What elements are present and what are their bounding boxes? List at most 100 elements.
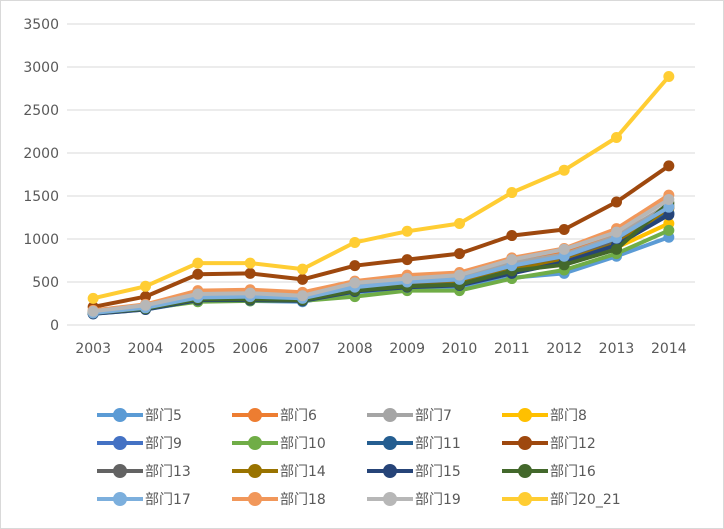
legend-swatch (232, 408, 278, 422)
y-tick-label: 500 (32, 275, 59, 291)
legend-swatch (232, 464, 278, 478)
data-point (454, 218, 465, 230)
data-point (558, 164, 570, 176)
data-point (611, 243, 622, 255)
data-point (192, 268, 204, 280)
legend-item: 部门15 (367, 460, 461, 482)
legend-label: 部门17 (145, 492, 191, 508)
data-point (506, 230, 518, 242)
data-point (87, 292, 99, 304)
x-tick-label: 2012 (546, 341, 582, 357)
legend-item: 部门19 (367, 488, 461, 510)
y-tick-label: 0 (50, 318, 59, 334)
series-部门20_21 (87, 70, 675, 304)
legend-swatch (367, 464, 413, 478)
legend-label: 部门11 (415, 436, 461, 452)
y-tick-label: 2000 (23, 146, 59, 162)
series-line (91, 197, 671, 314)
y-tick-label: 3000 (23, 60, 59, 76)
data-point (192, 288, 204, 300)
legend-item: 部门10 (232, 432, 326, 454)
data-point (558, 243, 570, 255)
y-axis-ticks: 0 500 1000 1500 2000 2500 3000 3500 (23, 17, 59, 334)
data-point (401, 273, 413, 285)
data-point (140, 299, 151, 311)
data-point (244, 267, 256, 279)
legend-item: 部门17 (97, 488, 191, 510)
legend-label: 部门13 (145, 464, 191, 480)
y-tick-label: 1500 (23, 189, 59, 205)
legend-swatch (97, 408, 143, 422)
x-tick-label: 2004 (128, 341, 164, 357)
legend-item: 部门7 (367, 404, 452, 426)
data-point (349, 236, 361, 248)
x-tick-label: 2009 (389, 341, 425, 357)
data-point (558, 224, 570, 236)
legend-swatch (232, 436, 278, 450)
x-tick-label: 2003 (75, 341, 111, 357)
legend-item: 部门6 (232, 404, 317, 426)
data-point (349, 277, 361, 289)
data-point (454, 248, 465, 260)
y-tick-label: 1000 (23, 232, 59, 248)
x-tick-label: 2008 (337, 341, 373, 357)
series-部门12 (87, 160, 675, 313)
legend-item: 部门20_21 (502, 488, 621, 510)
legend-swatch (502, 408, 548, 422)
data-point (140, 280, 151, 292)
legend-item: 部门14 (232, 460, 326, 482)
data-point (611, 196, 622, 208)
data-point (401, 254, 413, 266)
gridlines (67, 23, 695, 326)
legend-label: 部门16 (550, 464, 596, 480)
x-axis-ticks: 2003 2004 2005 2006 2007 2008 2009 2010 2011 2012… (75, 341, 686, 357)
legend-label: 部门5 (145, 408, 182, 424)
legend-label: 部门20_21 (550, 492, 621, 508)
legend-label: 部门7 (415, 408, 452, 424)
legend-item: 部门5 (97, 404, 182, 426)
data-point (663, 193, 675, 205)
legend-label: 部门15 (415, 464, 461, 480)
legend-label: 部门8 (550, 408, 587, 424)
legend-item: 部门16 (502, 460, 596, 482)
series-line (91, 205, 671, 315)
data-point (663, 70, 675, 82)
x-tick-label: 2013 (599, 341, 635, 357)
data-point (140, 291, 151, 303)
data-point (349, 260, 361, 272)
legend-item: 部门18 (232, 488, 326, 510)
data-point (506, 187, 518, 199)
data-point (244, 257, 256, 269)
legend-swatch (502, 492, 548, 506)
y-tick-label: 2500 (23, 103, 59, 119)
data-point (611, 226, 622, 238)
legend-item: 部门13 (97, 460, 191, 482)
data-point (297, 290, 308, 302)
data-point (663, 224, 675, 236)
legend-swatch (367, 408, 413, 422)
series-line (91, 74, 671, 301)
legend-label: 部门10 (280, 436, 326, 452)
data-point (401, 225, 413, 237)
x-tick-label: 2006 (232, 341, 268, 357)
legend-item: 部门12 (502, 432, 596, 454)
legend-item: 部门9 (97, 432, 182, 454)
series-部门19 (87, 193, 675, 317)
data-point (297, 263, 308, 275)
series-line (91, 163, 671, 309)
legend-label: 部门14 (280, 464, 326, 480)
data-point (297, 273, 308, 285)
legend-swatch (502, 464, 548, 478)
y-tick-label: 3500 (23, 17, 59, 33)
data-point (558, 259, 570, 271)
legend-item: 部门11 (367, 432, 461, 454)
data-point (87, 305, 99, 317)
legend-swatch (367, 436, 413, 450)
legend-swatch (367, 492, 413, 506)
data-point (663, 201, 675, 213)
x-tick-label: 2014 (651, 341, 687, 357)
legend-label: 部门6 (280, 408, 317, 424)
x-tick-label: 2010 (442, 341, 478, 357)
legend-label: 部门18 (280, 492, 326, 508)
